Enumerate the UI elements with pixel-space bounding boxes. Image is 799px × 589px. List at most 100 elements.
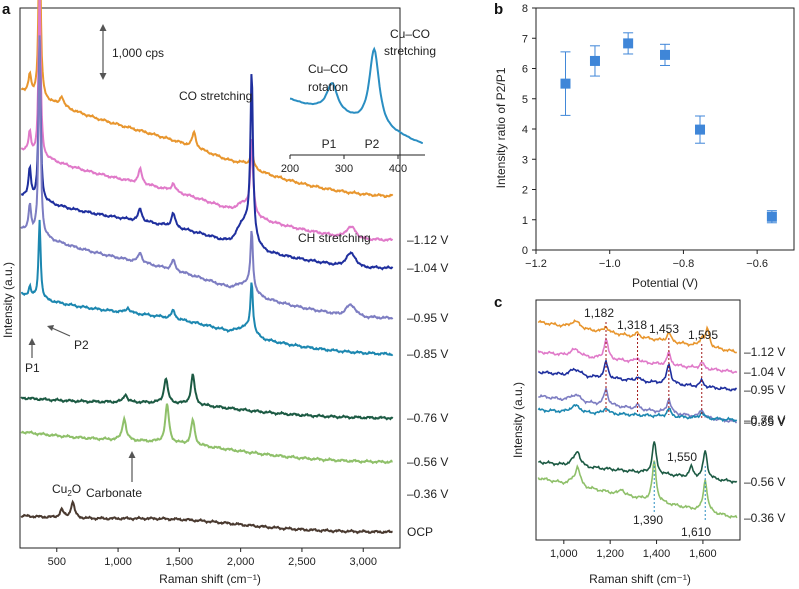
panel-a-curve [20,373,394,421]
panel-b-y-tick-label: 0 [522,245,528,257]
annotation-ch-stretching: CH stretching [298,231,371,245]
peak-label-1595: 1,595 [688,328,718,342]
panel-a-curve [20,39,394,271]
annotation-carbonate: Carbonate [86,486,142,500]
inset-label-p2-line1: Cu–CO [390,27,430,41]
panel-b-x-tick-label: −0.6 [746,258,768,270]
panel-a-curves: –1.12 V –1.04 V –0.95 V –0.85 V –0.76 V –0.56… [20,0,448,539]
panel-b-y-tick-label: 8 [522,3,528,15]
panel-c-curve [537,460,738,519]
panel-c-series-label: –0.95 V [744,383,785,397]
inset-curve [289,46,423,144]
panel-a-series-label: OCP [407,525,433,539]
panel-c-y-axis-label: Intensity (a.u.) [511,382,525,458]
panel-b-y-tick-label: 5 [522,94,528,106]
inset-label-p1-line1: Cu–CO [308,62,348,76]
panel-a-curve [20,35,394,321]
panel-b-x-tick-label: −1.0 [599,258,621,270]
panel-a-label: a [2,1,11,18]
panel-c-curve [537,319,738,354]
panel-a-frame [19,7,401,549]
panel-a-curve [20,499,393,535]
peak-label-1390: 1,390 [633,513,663,527]
panel-b-x-tick-label: −1.2 [525,258,547,270]
panel-b-y-tick-label: 1 [522,215,528,227]
panel-c-curves: –1.12 V –1.04 V –0.95 V –0.85 V–0.76 V –0.56… [537,319,785,525]
panel-a-series-label: –1.12 V [407,233,448,247]
panel-c-curve [537,403,738,423]
panel-b-point [695,124,706,135]
panel-a-series-label: –0.36 V [407,487,448,501]
panel-c-x-axis-label: Raman shift (cm⁻¹) [589,572,691,586]
panel-a-x-tick-label: 3,000 [349,556,377,568]
panel-b-y-tick-label: 7 [522,33,528,45]
panel-a-x-axis-label: Raman shift (cm⁻¹) [159,572,261,586]
panel-a-inset: 200 300 400 Cu–CO rotation Cu–CO stretchin… [281,27,436,175]
panel-a-curve [20,219,394,357]
panel-c-x-ticks: 1,000 1,200 1,400 1,600 [550,540,717,560]
inset-label-p2-line2: stretching [384,44,436,58]
inset-x-tick-label: 300 [335,163,353,175]
panel-b-point [560,78,571,89]
annotation-p2: P2 [74,338,89,352]
panel-b-point [766,211,777,222]
panel-b-y-tick-label: 3 [522,154,528,166]
panel-b-y-tick-label: 6 [522,64,528,76]
inset-label-p1-line2: rotation [308,80,348,94]
panel-b-points [560,32,777,224]
panel-a-series-label: –0.85 V [407,347,448,361]
panel-a-x-tick-label: 2,000 [227,556,255,568]
panel-c-x-tick-label: 1,400 [643,548,671,560]
panel-b-point [589,55,600,66]
panel-b-axes: 0 1 2 3 4 5 6 7 8 −1.2 −1.0 −0.8 −0.6 [522,3,768,270]
scale-bar-label: 1,000 cps [112,46,164,60]
panel-a-x-tick-label: 1,000 [104,556,132,568]
panel-b-y-tick-label: 2 [522,185,528,197]
panel-a-series-label: –1.04 V [407,261,448,275]
panel-b-x-axis-label: Potential (V) [632,276,698,290]
inset-x-tick-label: 200 [281,163,299,175]
scale-bar [99,24,107,80]
p1-arrow [28,338,36,358]
panel-b-point [660,49,670,60]
panel-c-series-label: –1.12 V [744,345,785,359]
panel-c-label: c [494,294,502,311]
panel-b-x-tick-label: −0.8 [673,258,695,270]
panel-a-series-label: –0.56 V [407,455,448,469]
panel-a-x-tick-label: 2,500 [288,556,316,568]
panel-a-curve [20,0,394,242]
annotation-co-stretching: CO stretching [179,89,252,103]
inset-x-ticks: 200 300 400 [281,155,407,175]
panel-c-series-label: –0.76 V [744,413,785,427]
panel-b-y-axis-label: Intensity ratio of P2/P1 [494,67,508,188]
p2-arrow [47,325,71,337]
inset-x-tick-label: 400 [389,163,407,175]
panel-a-curve [20,403,393,465]
panel-c-series-label: –0.36 V [744,511,785,525]
panel-a-x-ticks: 500 1,000 1,500 2,000 2,500 3,000 [48,548,377,568]
panel-c-frame [535,299,741,541]
inset-peak-p1: P1 [322,137,337,151]
carbonate-arrow [128,451,136,482]
panel-b-y-tick-label: 4 [522,124,528,136]
panel-c-series-label: –1.04 V [744,365,785,379]
panel-c-guides [605,322,706,522]
peak-label-1610: 1,610 [681,525,711,539]
panel-c-series-label: –0.56 V [744,475,785,489]
peak-label-1550: 1,550 [667,450,697,464]
panel-a-x-tick-label: 1,500 [166,556,194,568]
peak-label-1453: 1,453 [649,322,679,336]
peak-label-1318: 1,318 [617,318,647,332]
panel-c-curve [538,441,738,485]
panel-b-point [623,38,634,49]
panel-c-x-tick-label: 1,200 [596,548,624,560]
panel-b-label: b [494,1,503,18]
annotation-cu2o: Cu2O [52,482,81,498]
panel-a-curve [21,0,394,199]
panel-a-y-axis-label: Intensity (a.u.) [1,262,15,338]
annotation-p1: P1 [25,361,40,375]
inset-peak-p2: P2 [365,137,380,151]
panel-a-series-label: –0.76 V [407,411,448,425]
peak-label-1182: 1,182 [584,306,614,320]
